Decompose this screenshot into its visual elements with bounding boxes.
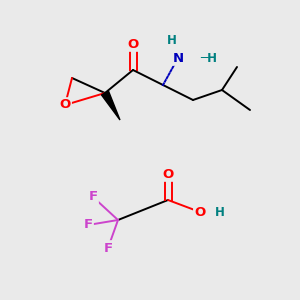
Text: H: H [215,206,225,218]
Text: O: O [162,167,174,181]
Text: F: F [103,242,112,254]
Text: F: F [83,218,93,232]
Text: O: O [194,206,206,218]
Text: ─H: ─H [200,52,217,64]
Text: O: O [59,98,70,112]
Text: O: O [128,38,139,50]
Text: N: N [172,52,184,64]
Polygon shape [101,91,120,120]
Text: F: F [88,190,98,203]
Text: H: H [167,34,177,46]
